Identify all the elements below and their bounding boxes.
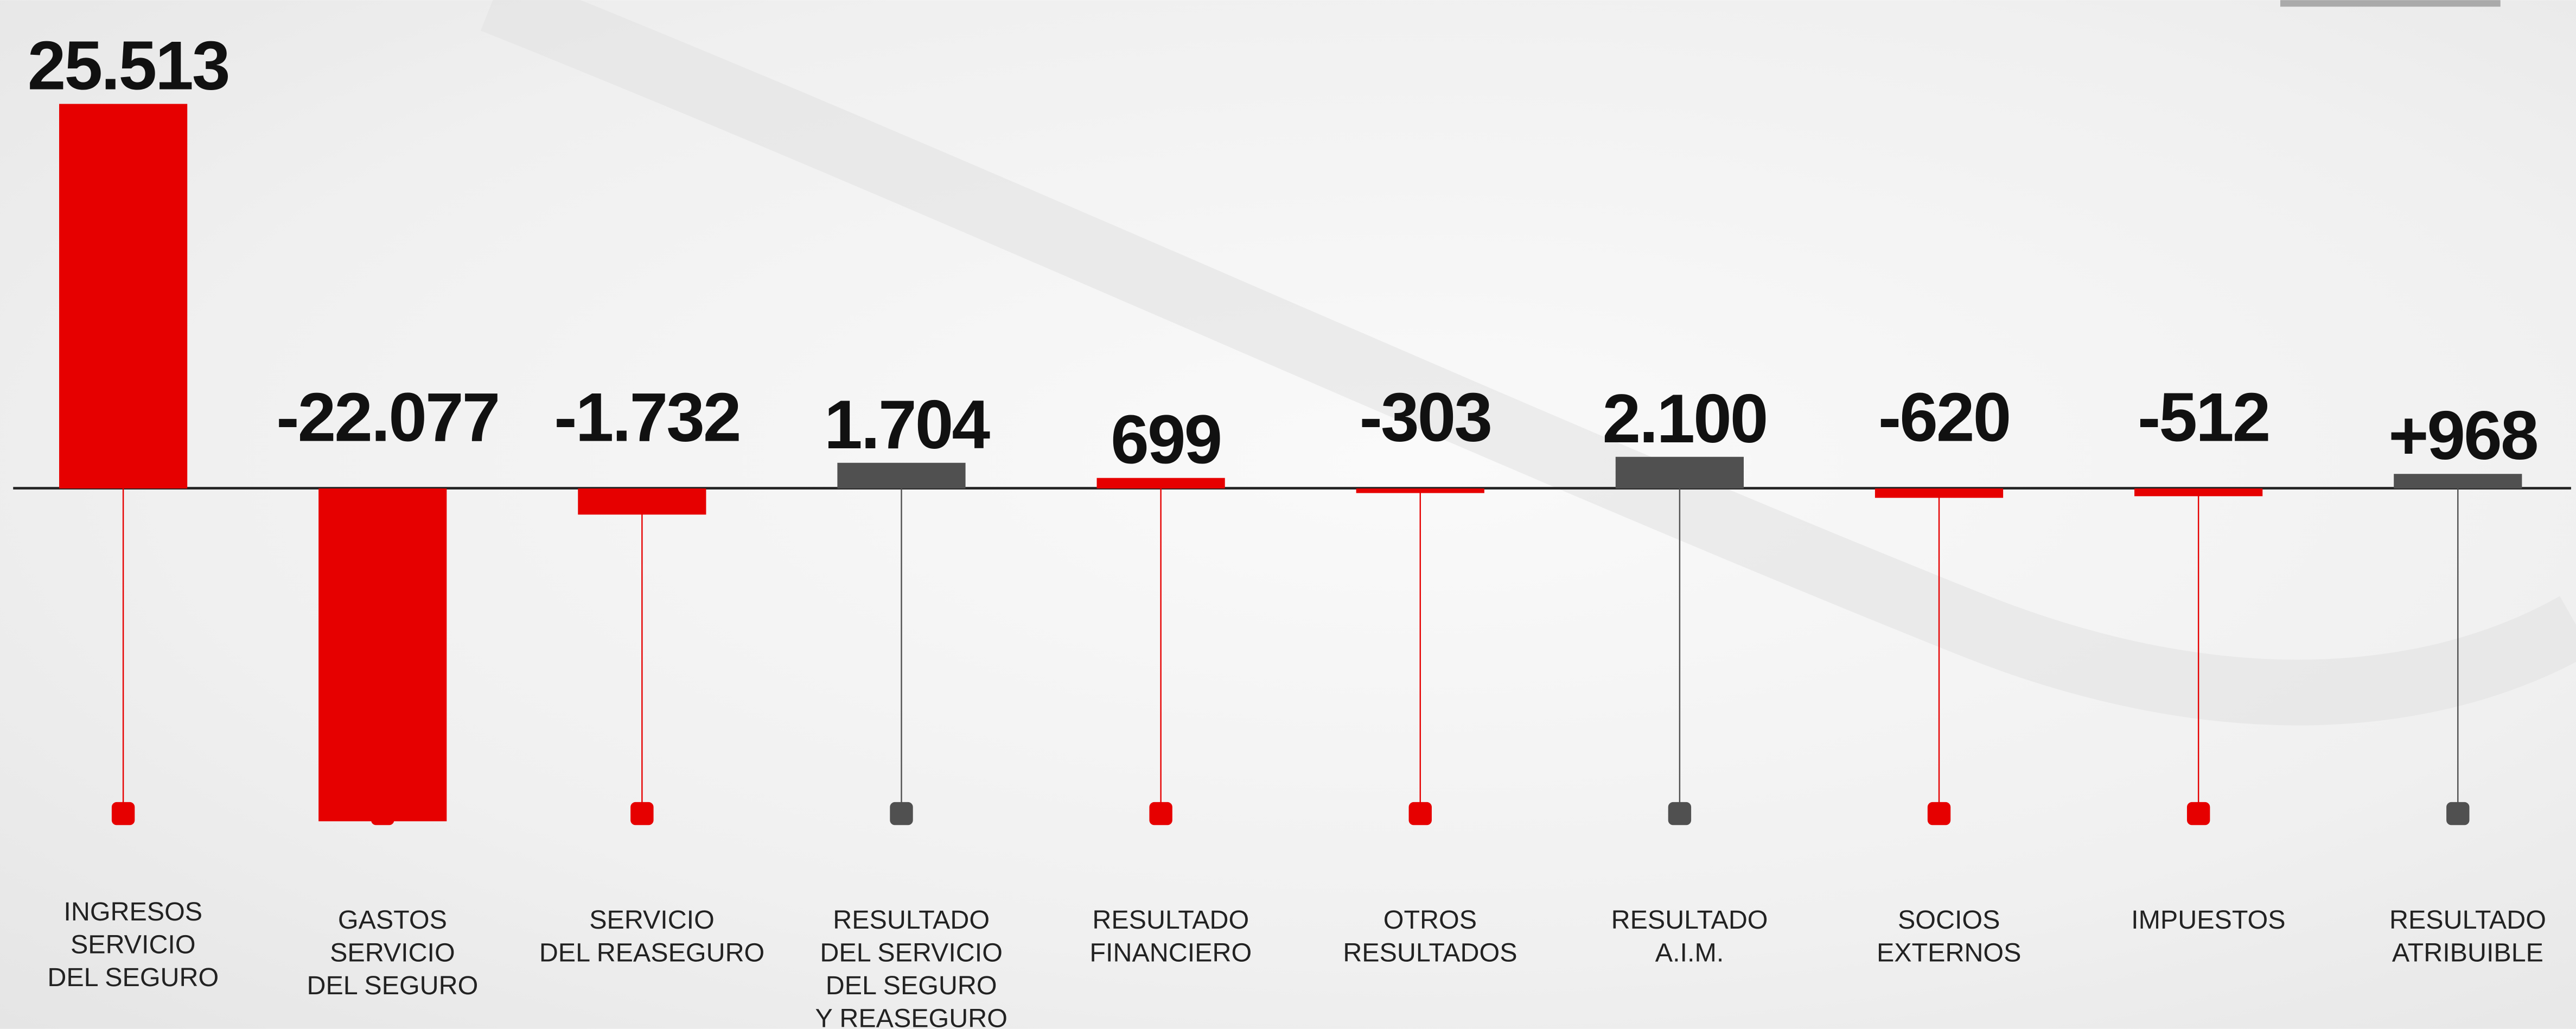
stem-marker [1668,802,1692,825]
category-label: RESULTADO ATRIBUIBLE [2389,905,2546,968]
category-label: GASTOS SERVICIO DEL SEGURO [307,905,478,1000]
stem-marker [1927,802,1951,825]
category-line: RESULTADO [1611,905,1768,935]
bar [59,104,188,489]
stem-marker [111,802,135,825]
stem-marker [630,802,654,825]
category-label: RESULTADO FINANCIERO [1089,905,1252,968]
category-line: ATRIBUIBLE [2392,938,2543,968]
category-label: IMPUESTOS [2131,905,2285,935]
bar [1615,456,1744,489]
stem-marker [1408,802,1432,825]
category-line: SOCIOS [1898,905,2000,935]
value-label: -512 [2138,379,2269,456]
category-line: RESULTADO [1092,905,1249,935]
category-label: SERVICIO DEL REASEGURO [539,905,764,968]
category-line: DEL SEGURO [307,971,478,1000]
category-line: DEL SERVICIO [820,938,1002,968]
top-bar [2280,0,2501,7]
category-line: DEL SEGURO [47,963,219,992]
category-line: FINANCIERO [1089,938,1252,968]
value-label: -303 [1360,379,1491,456]
bar [318,488,447,822]
bar [837,462,966,489]
value-label: -620 [1878,379,2010,456]
category-label: INGRESOS SERVICIO DEL SEGURO [47,897,219,992]
value-label: 699 [1111,401,1221,478]
category-line: DEL SEGURO [826,971,997,1000]
category-line: A.I.M. [1655,938,1724,968]
bar [2134,488,2263,497]
category-line: SERVICIO [330,938,455,968]
bar [1096,478,1225,489]
value-label: +968 [2388,397,2537,474]
category-label: OTROS RESULTADOS [1343,905,1517,968]
stem-marker [1149,802,1172,825]
category-line: OTROS [1383,905,1477,935]
category-line: GASTOS [338,905,447,935]
category-line: RESULTADO [833,905,990,935]
value-label: 2.100 [1602,380,1767,457]
stem-marker [2446,802,2470,825]
stem-marker [2186,802,2210,825]
category-line: EXTERNOS [1877,938,2021,968]
stem-marker [890,802,913,825]
value-label: -22.077 [276,379,499,456]
category-line: Y REASEGURO [815,1004,1007,1029]
category-label: SOCIOS EXTERNOS [1877,905,2021,968]
bar [1356,488,1484,493]
category-line: RESULTADO [2389,905,2546,935]
category-line: INGRESOS [63,897,202,926]
value-label: -1.732 [554,379,739,456]
bar [2394,474,2522,489]
bar [578,488,706,515]
bar [1874,488,2004,498]
category-line: SERVICIO [71,930,196,959]
category-line: RESULTADOS [1343,938,1517,968]
background-swoosh [480,0,2576,726]
category-label: RESULTADO A.I.M. [1611,905,1768,968]
category-label: RESULTADO DEL SERVICIO DEL SEGURO Y REASEGU… [815,905,1007,1029]
category-line: IMPUESTOS [2131,905,2285,935]
category-line: DEL REASEGURO [539,938,764,968]
value-label: 25.513 [28,27,229,104]
value-label: 1.704 [824,386,990,463]
category-line: SERVICIO [589,905,715,935]
